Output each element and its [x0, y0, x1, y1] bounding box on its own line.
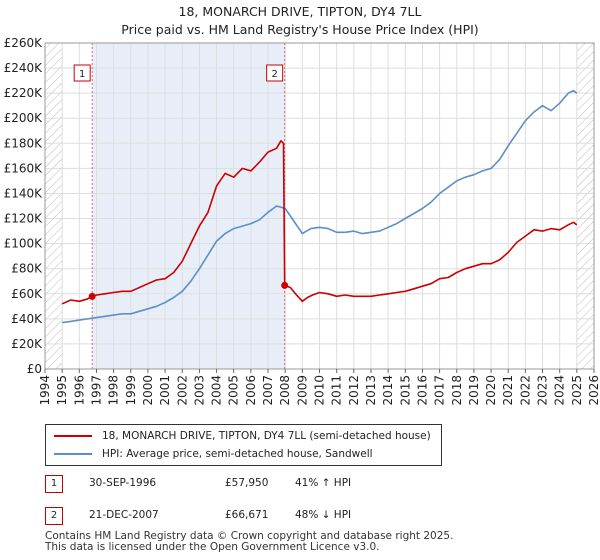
x-tick-label: 2026	[587, 375, 600, 406]
y-tick-label: £200K	[4, 111, 44, 125]
x-tick-label: 1999	[124, 375, 138, 406]
x-tick-label: 1996	[72, 375, 86, 406]
x-tick-label: 2014	[381, 375, 395, 406]
x-tick-label: 2002	[175, 375, 189, 406]
x-tick-label: 2006	[244, 375, 258, 406]
x-tick-label: 2023	[536, 375, 550, 406]
hatch-region-after	[576, 43, 594, 369]
y-tick-label: £240K	[4, 61, 44, 75]
sale-row-1: 1 30-SEP-1996 £57,950 41% ↑ HPI	[45, 475, 445, 493]
x-tick-label: 1997	[89, 375, 103, 406]
sale-hpi-comparison: 48% ↓ HPI	[295, 509, 352, 521]
legend-line-hpi	[54, 453, 92, 455]
x-tick-label: 2004	[210, 375, 224, 406]
x-tick-label: 2010	[313, 375, 327, 406]
sale-number-badge: 2	[45, 507, 63, 525]
x-tick-label: 1998	[107, 375, 121, 406]
footer-licence: This data is licensed under the Open Gov…	[45, 541, 380, 553]
x-tick-label: 2015	[398, 375, 412, 406]
legend-label-property: 18, MONARCH DRIVE, TIPTON, DY4 7LL (semi…	[102, 430, 431, 442]
x-tick-label: 2008	[278, 375, 292, 406]
y-tick-label: £140K	[4, 186, 44, 200]
x-tick-label: 2022	[518, 375, 532, 406]
x-tick-label: 2005	[227, 375, 241, 406]
sale-price: £66,671	[225, 509, 269, 521]
x-tick-label: 2000	[141, 375, 155, 406]
x-tick-label: 2009	[295, 375, 309, 406]
hatch-region-before	[45, 43, 63, 369]
chart-legend: 18, MONARCH DRIVE, TIPTON, DY4 7LL (semi…	[45, 424, 442, 466]
sale-row-2: 2 21-DEC-2007 £66,671 48% ↓ HPI	[45, 507, 445, 525]
sale-label-box-2	[266, 64, 284, 82]
ownership-period-band	[92, 43, 285, 369]
sale-point-1	[88, 292, 96, 300]
legend-item-hpi: HPI: Average price, semi-detached house,…	[54, 446, 373, 462]
y-tick-label: £100K	[4, 237, 44, 251]
sale-date: 30-SEP-1996	[89, 477, 157, 489]
y-tick-label: £20K	[11, 337, 43, 351]
legend-label-hpi: HPI: Average price, semi-detached house,…	[102, 448, 373, 460]
x-tick-label: 2007	[261, 375, 275, 406]
sale-label-text-1: 1	[79, 69, 85, 80]
footer-attribution: Contains HM Land Registry data © Crown c…	[45, 531, 453, 553]
hpi-series-line	[62, 89, 578, 324]
y-tick-label: £120K	[4, 212, 44, 226]
sale-date: 21-DEC-2007	[89, 509, 159, 521]
x-tick-label: 2001	[158, 375, 172, 406]
sale-label-box-1	[73, 64, 91, 82]
y-tick-label: £260K	[4, 36, 44, 50]
x-tick-label: 2020	[484, 375, 498, 406]
y-tick-label: £180K	[4, 136, 44, 150]
y-tick-label: £220K	[4, 86, 44, 100]
footer-copyright: Contains HM Land Registry data © Crown c…	[45, 530, 454, 542]
chart-title: 18, MONARCH DRIVE, TIPTON, DY4 7LL	[178, 4, 422, 19]
price-chart: 1 2 £0 £20K £40K £60K £80K £100K £120K £140K £160K…	[4, 36, 600, 406]
y-tick-label: £60K	[11, 287, 43, 301]
x-tick-label: 2003	[192, 375, 206, 406]
sale-price: £57,950	[225, 477, 269, 489]
y-tick-label: £0	[27, 362, 42, 376]
x-tick-label: 2013	[364, 375, 378, 406]
sale-hpi-comparison: 41% ↑ HPI	[295, 477, 352, 489]
x-tick-label: 2011	[330, 375, 344, 406]
x-tick-label: 1995	[55, 375, 69, 406]
sale-label-text-2: 2	[271, 69, 277, 80]
x-tick-label: 2019	[467, 375, 481, 406]
x-tick-label: 2016	[415, 375, 429, 406]
y-tick-label: £160K	[4, 161, 44, 175]
y-tick-label: £80K	[11, 262, 43, 276]
x-tick-label: 2025	[570, 375, 584, 406]
x-tick-label: 2017	[433, 375, 447, 406]
chart-subtitle: Price paid vs. HM Land Registry's House …	[121, 22, 479, 37]
legend-line-property	[54, 435, 92, 437]
property-series-line	[61, 140, 578, 305]
x-tick-label: 2024	[553, 375, 567, 406]
sale-point-2	[281, 281, 289, 289]
legend-item-property: 18, MONARCH DRIVE, TIPTON, DY4 7LL (semi…	[54, 428, 431, 444]
x-tick-label: 1994	[38, 375, 52, 406]
x-tick-label: 2021	[501, 375, 515, 406]
y-tick-label: £40K	[11, 312, 43, 326]
sale-number-badge: 1	[45, 475, 63, 493]
x-tick-label: 2018	[450, 375, 464, 406]
x-tick-label: 2012	[347, 375, 361, 406]
